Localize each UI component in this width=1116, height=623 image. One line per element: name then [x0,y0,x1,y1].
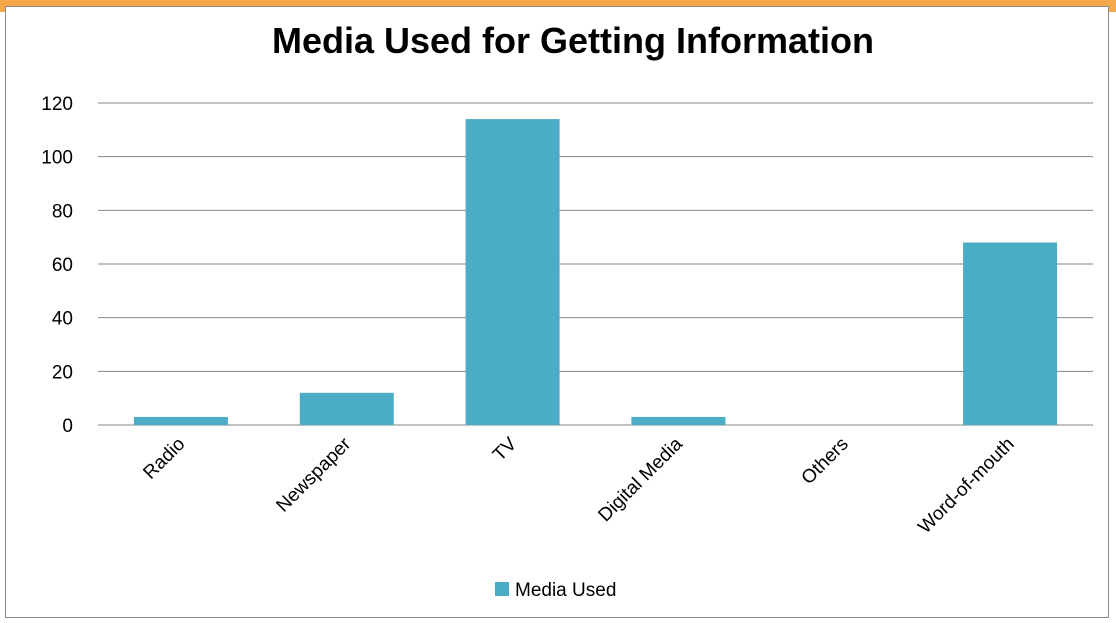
legend-swatch [495,582,509,596]
x-category-label: TV [489,433,521,465]
x-category-label: Word-of-mouth [914,434,1018,538]
bar-tv [465,119,560,425]
legend: Media Used [495,580,616,601]
chart-title: Media Used for Getting Information [272,20,874,61]
y-tick-label: 40 [52,309,73,330]
gridlines [98,102,1093,426]
bar-word-of-mouth [963,242,1058,425]
x-category-label: Newspaper [272,433,355,516]
x-category-label: Digital Media [594,433,687,526]
y-tick-label: 80 [52,201,73,222]
x-category-label: Others [798,434,853,489]
y-tick-label: 20 [52,362,73,383]
bar-digital-media [631,416,726,425]
y-axis-tick-labels: 0 20 40 60 80 100 120 [41,94,73,437]
bar-radio [133,416,228,425]
y-tick-label: 120 [41,94,73,115]
x-category-label: Radio [139,434,189,484]
x-axis-category-labels: Radio Newspaper TV Digital Media Others Word-… [139,433,1018,538]
y-tick-label: 60 [52,255,73,276]
y-tick-label: 100 [41,148,73,169]
y-tick-label: 0 [62,416,73,437]
bars [133,119,1058,425]
legend-label: Media Used [515,580,616,601]
bar-newspaper [299,392,394,425]
